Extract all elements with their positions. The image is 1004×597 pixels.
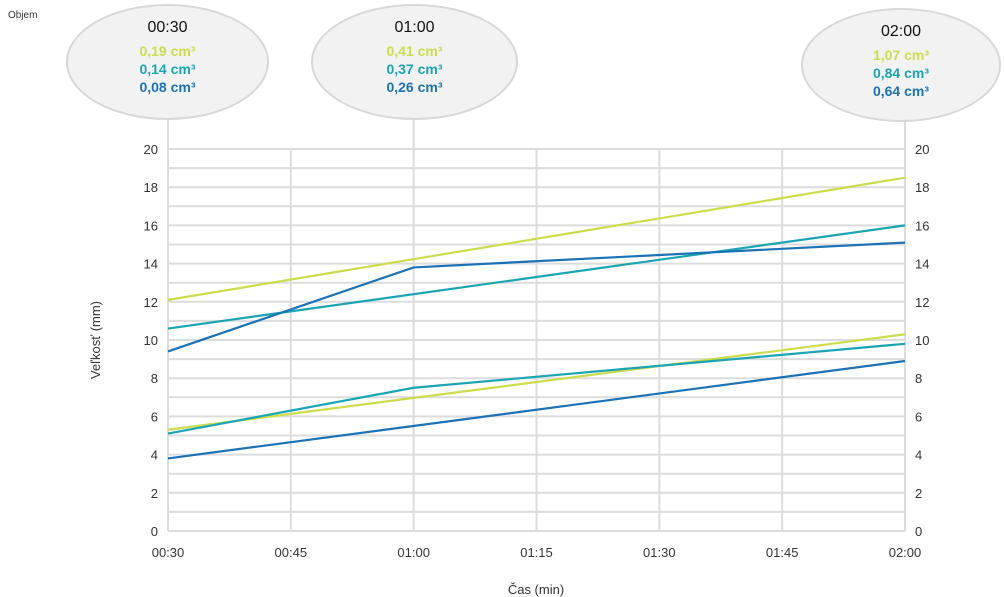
callout-0030: 00:30 0,19 cm³ 0,14 cm³ 0,08 cm³ — [66, 4, 269, 120]
y-tick-right: 20 — [915, 142, 929, 157]
callout-value-blue: 0,64 cm³ — [872, 83, 930, 99]
callout-value-yellow: 0,41 cm³ — [386, 43, 443, 59]
x-axis-title: Čas (min) — [508, 582, 564, 597]
y-tick-left: 2 — [151, 486, 158, 501]
callout-time: 02:00 — [880, 23, 922, 40]
y-tick-left: 6 — [151, 409, 158, 424]
y-tick-right: 2 — [915, 486, 922, 501]
callout-value-blue: 0,08 cm³ — [139, 79, 196, 95]
y-tick-right: 14 — [915, 257, 929, 272]
y-tick-right: 12 — [915, 295, 929, 310]
callout-0200: 02:00 1,07 cm³ 0,84 cm³ 0,64 cm³ — [801, 8, 1001, 122]
series-line-yellow — [167, 333, 906, 431]
y-tick-right: 4 — [915, 448, 922, 463]
x-tick-label: 02:00 — [889, 545, 922, 560]
y-tick-left: 4 — [151, 448, 158, 463]
y-tick-right: 10 — [915, 333, 929, 348]
callout-value-teal: 0,37 cm³ — [386, 61, 443, 77]
y-tick-left: 10 — [144, 333, 158, 348]
x-tick-label: 01:15 — [520, 545, 553, 560]
callout-values: 1,07 cm³ 0,84 cm³ 0,64 cm³ — [803, 46, 999, 100]
y-tick-left: 16 — [144, 218, 158, 233]
x-tick-label: 01:45 — [766, 545, 799, 560]
x-tick-label: 01:30 — [643, 545, 676, 560]
series-line-teal — [167, 224, 906, 330]
series-line-blue — [167, 359, 906, 460]
y-tick-left: 14 — [144, 257, 158, 272]
callout-time: 01:00 — [394, 19, 435, 36]
y-tick-right: 18 — [915, 180, 929, 195]
y-tick-right: 16 — [915, 218, 929, 233]
x-tick-label: 01:00 — [397, 545, 430, 560]
y-tick-left: 12 — [144, 295, 158, 310]
y-tick-right: 8 — [915, 371, 922, 386]
callout-values: 0,19 cm³ 0,14 cm³ 0,08 cm³ — [68, 42, 267, 96]
y-tick-right: 6 — [915, 409, 922, 424]
corner-label: Objem — [8, 10, 38, 21]
y-tick-left: 8 — [151, 371, 158, 386]
y-tick-left: 20 — [144, 142, 158, 157]
callout-0100: 01:00 0,41 cm³ 0,37 cm³ 0,26 cm³ — [311, 4, 518, 120]
callout-time: 00:30 — [147, 19, 188, 36]
y-axis-title: Veľkosť (mm) — [88, 301, 103, 379]
series-line-yellow — [167, 176, 906, 301]
callout-value-yellow: 1,07 cm³ — [872, 47, 930, 63]
callout-values: 0,41 cm³ 0,37 cm³ 0,26 cm³ — [313, 42, 516, 96]
x-tick-label: 00:30 — [152, 545, 185, 560]
callout-value-yellow: 0,19 cm³ — [139, 43, 196, 59]
series-line-blue — [167, 241, 906, 353]
callout-value-teal: 0,84 cm³ — [872, 65, 930, 81]
series-line-teal — [167, 342, 906, 435]
y-tick-left: 0 — [151, 524, 158, 539]
callout-value-blue: 0,26 cm³ — [386, 79, 443, 95]
callout-value-teal: 0,14 cm³ — [139, 61, 196, 77]
y-tick-right: 0 — [915, 524, 922, 539]
x-tick-label: 00:45 — [275, 545, 308, 560]
y-tick-left: 18 — [144, 180, 158, 195]
